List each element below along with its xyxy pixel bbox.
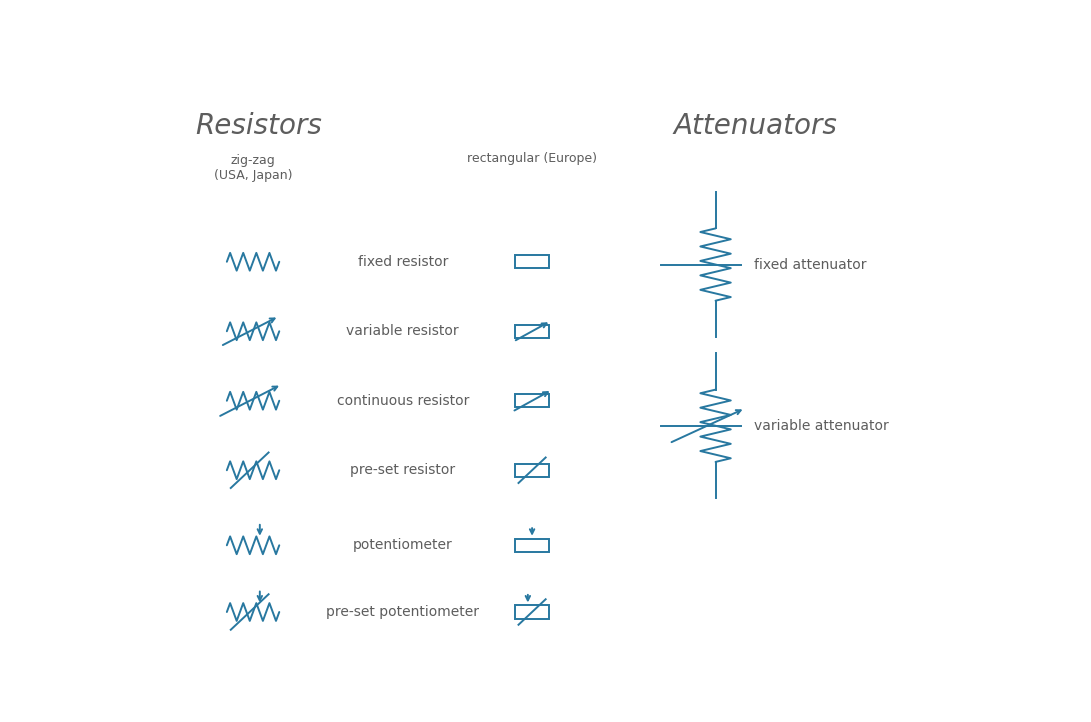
Bar [515,464,549,477]
Bar [515,539,549,552]
Text: zig-zag
(USA, Japan): zig-zag (USA, Japan) [214,155,292,183]
Text: fixed attenuator: fixed attenuator [754,258,866,271]
Text: Resistors: Resistors [195,112,323,139]
Text: pre-set potentiometer: pre-set potentiometer [326,605,479,619]
Text: Attenuators: Attenuators [673,112,837,139]
Text: continuous resistor: continuous resistor [336,393,469,408]
Bar [515,325,549,338]
Text: variable attenuator: variable attenuator [754,419,888,432]
Text: potentiometer: potentiometer [352,539,453,552]
Text: rectangular (Europe): rectangular (Europe) [467,152,597,165]
Bar [515,255,549,269]
Bar [515,605,549,619]
Text: variable resistor: variable resistor [347,324,459,338]
Text: pre-set resistor: pre-set resistor [350,464,455,477]
Text: fixed resistor: fixed resistor [358,255,448,269]
Bar [515,394,549,407]
